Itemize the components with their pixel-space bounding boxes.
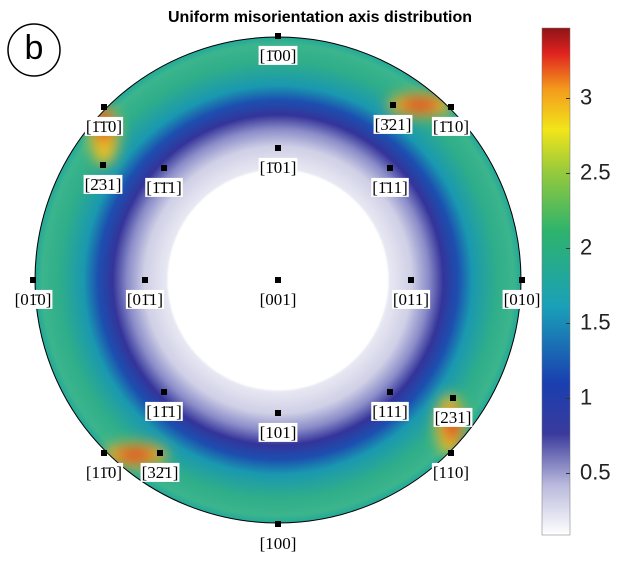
pole-label-box bbox=[258, 533, 298, 553]
colorbar bbox=[541, 27, 571, 536]
pole-marker bbox=[275, 33, 281, 39]
pole-label-box bbox=[145, 177, 183, 197]
pole-label: [111] bbox=[372, 402, 408, 421]
pole-label: [011] bbox=[393, 290, 429, 309]
pole-marker bbox=[101, 104, 107, 110]
pole-label: [01̄1] bbox=[127, 290, 163, 309]
pole-label-box bbox=[84, 462, 124, 482]
pole-label: [2̄31] bbox=[85, 175, 122, 194]
pole-marker bbox=[142, 277, 148, 283]
pole-label-box bbox=[140, 462, 180, 482]
pole-label: [1̄10] bbox=[433, 117, 469, 136]
pole-label: [01̄0] bbox=[15, 290, 52, 309]
pole-marker bbox=[275, 145, 281, 151]
pole-label: [32̄1] bbox=[142, 463, 179, 482]
pole-marker bbox=[275, 521, 281, 527]
pole-marker bbox=[157, 450, 163, 456]
pole-label-box bbox=[371, 177, 409, 197]
pole-label-box bbox=[431, 462, 471, 482]
pole-label: [3̄21] bbox=[375, 115, 412, 134]
pole-label-box bbox=[145, 401, 183, 421]
pole-label: [1̄1̄1] bbox=[146, 178, 182, 197]
pole-label: [110] bbox=[433, 463, 469, 482]
chart-title: Uniform misorientation axis distribution bbox=[168, 9, 472, 26]
colorbar-tick-label: 0.5 bbox=[580, 459, 611, 484]
colorbar-tick-label: 2.5 bbox=[580, 159, 611, 184]
pole-label-box bbox=[373, 114, 413, 134]
pole-label: [010] bbox=[504, 290, 541, 309]
pole-label-box bbox=[258, 157, 298, 177]
colorbar-tick-label: 1 bbox=[580, 384, 592, 409]
pole-label: [100] bbox=[260, 534, 297, 553]
pole-marker bbox=[387, 165, 393, 171]
pole-marker bbox=[30, 277, 36, 283]
pole-marker bbox=[100, 162, 106, 168]
pole-marker bbox=[101, 450, 107, 456]
pole-label: [231] bbox=[435, 408, 472, 427]
panel-label: b bbox=[25, 29, 44, 67]
pole-marker bbox=[275, 410, 281, 416]
panel-circle bbox=[7, 23, 61, 77]
colorbar-tick-label: 1.5 bbox=[580, 309, 611, 334]
pole-marker bbox=[408, 277, 414, 283]
pole-label-box bbox=[125, 289, 165, 309]
colorbar-tick-label: 3 bbox=[580, 84, 592, 109]
pole-label-box bbox=[433, 407, 473, 427]
pole-label: [101] bbox=[260, 423, 297, 442]
pole-label: [1̄1̄0] bbox=[86, 117, 122, 136]
pole-marker bbox=[161, 389, 167, 395]
pole-label-box bbox=[13, 289, 53, 309]
pole-marker bbox=[275, 277, 281, 283]
pole-marker bbox=[161, 165, 167, 171]
pole-marker bbox=[450, 395, 456, 401]
pole-label-box bbox=[258, 422, 298, 442]
pole-label-box bbox=[258, 45, 298, 65]
pole-marker bbox=[448, 450, 454, 456]
pole-label-box bbox=[502, 289, 542, 309]
pole-marker bbox=[390, 102, 396, 108]
pole-label-box bbox=[83, 174, 123, 194]
colorbar-tick-label: 2 bbox=[580, 234, 592, 259]
pole-label-box bbox=[391, 289, 431, 309]
pole-marker bbox=[387, 389, 393, 395]
pole-label: [11̄1] bbox=[146, 402, 182, 421]
pole-label: [1̄11] bbox=[372, 178, 408, 197]
pole-marker bbox=[519, 277, 525, 283]
pole-label-box bbox=[258, 289, 298, 309]
pole-label: [1̄00] bbox=[260, 46, 297, 65]
pole-label-box bbox=[431, 116, 471, 136]
pole-label: [11̄0] bbox=[86, 463, 122, 482]
pole-label: [001] bbox=[260, 290, 297, 309]
pole-label-box bbox=[84, 116, 124, 136]
pole-label-box bbox=[371, 401, 409, 421]
pole-marker bbox=[448, 104, 454, 110]
pole-label: [1̄01] bbox=[260, 158, 297, 177]
